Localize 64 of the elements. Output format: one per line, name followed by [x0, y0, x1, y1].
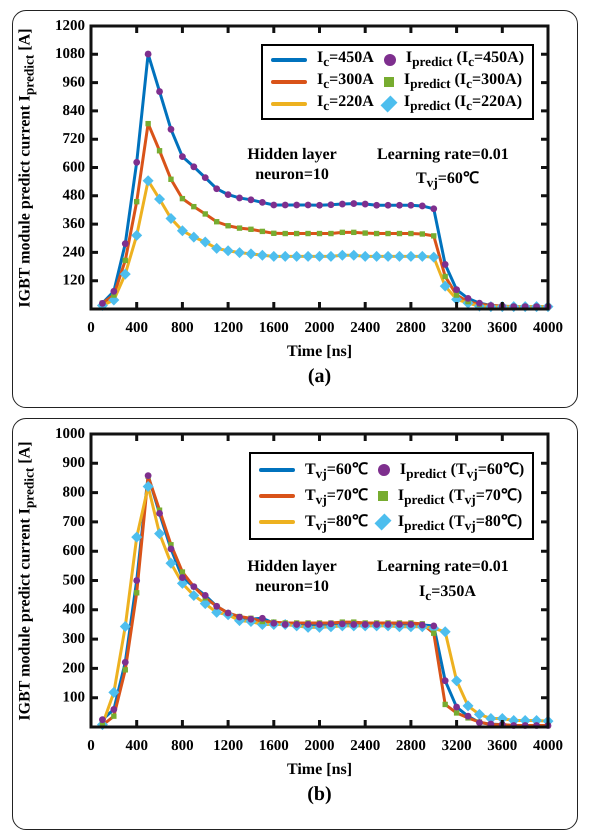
legend-label: T$_{vj}$=60℃ [305, 460, 368, 482]
legend-label: I$_{predict}$ (T$_{vj}$=70℃) [398, 486, 522, 508]
x-tick-label: 0 [87, 320, 95, 336]
x-tick-label: 1600 [258, 738, 289, 754]
legend-label: I$_{predict}$ (I$_{c}$=220A) [404, 93, 522, 115]
x-tick-label: 400 [125, 320, 148, 336]
legend-label: I$_{c}$=220A [317, 93, 374, 115]
y-tick-label: 720 [62, 131, 85, 148]
y-tick-label: 240 [62, 244, 85, 260]
x-axis-title: Time [ns] [286, 761, 352, 779]
x-axis-title: Time [ns] [286, 343, 352, 361]
y-tick-label: 300 [62, 630, 85, 647]
legend-label: T$_{vj}$=80℃ [305, 512, 368, 535]
x-tick-label: 800 [171, 738, 194, 754]
y-tick-label: 600 [62, 543, 85, 560]
legend-label: I$_{c}$=450A [317, 49, 374, 70]
text: (b) [307, 783, 332, 806]
x-tick-label: 3200 [442, 738, 472, 754]
x-tick-label: 2400 [350, 738, 380, 754]
y-tick-label: 400 [62, 602, 85, 618]
y-tick-label: 120 [62, 272, 85, 289]
x-tick-label: 3600 [487, 738, 518, 754]
y-tick-label: 1200 [55, 18, 85, 34]
x-tick-label: 4000 [533, 320, 563, 336]
y-tick-label: 700 [62, 514, 85, 530]
x-tick-label: 1200 [213, 738, 244, 754]
x-tick-label: 1600 [258, 320, 289, 336]
annotation: T$_{vj}$=60℃ [416, 168, 479, 192]
text: (a) [308, 365, 332, 388]
y-tick-label: 600 [62, 159, 85, 176]
x-tick-label: 2000 [304, 320, 334, 336]
annotation: Hidden layer neuron=10 [247, 144, 337, 185]
x-tick-label: 2400 [350, 320, 380, 336]
y-tick-label: 800 [62, 484, 85, 500]
legend-label: T$_{vj}$=70℃ [305, 486, 368, 508]
legend-label: I$_{predict}$ (T$_{vj}$=60℃) [400, 460, 524, 482]
x-tick-label: 2000 [304, 738, 334, 754]
y-tick-label: 900 [62, 455, 85, 472]
x-tick-label: 3200 [442, 320, 472, 336]
y-tick-label: 200 [62, 660, 85, 676]
legend-label: I$_{predict}$ (T$_{vj}$=80℃) [398, 512, 522, 535]
x-tick-label: 800 [171, 320, 194, 336]
y-tick-label: 480 [62, 188, 85, 204]
x-tick-label: 0 [87, 738, 95, 754]
legend-label: I$_{predict}$ (I$_{c}$=450A) [406, 49, 524, 70]
y-tick-label: 840 [62, 102, 85, 119]
legend-label: I$_{predict}$ (I$_{c}$=300A) [404, 71, 522, 92]
y-tick-label: 500 [62, 572, 85, 588]
y-tick-label: 100 [62, 690, 85, 706]
x-tick-label: 3600 [487, 320, 518, 336]
x-tick-label: 400 [125, 738, 148, 754]
annotation: Learning rate=0.01 [376, 557, 509, 578]
annotation: Hidden layer neuron=10 [247, 557, 337, 598]
y-tick-label: 360 [62, 216, 85, 232]
x-tick-label: 1200 [213, 320, 244, 336]
legend-label: I$_{c}$=300A [317, 71, 374, 92]
x-tick-label: 2800 [396, 320, 426, 336]
annotation: I$_{c}$=350A [419, 582, 476, 605]
annotation: Learning rate=0.01 [376, 144, 509, 165]
y-tick-label: 1080 [55, 46, 85, 62]
y-tick-label: 960 [62, 74, 85, 90]
y-tick-label: 1000 [55, 426, 85, 442]
x-tick-label: 4000 [533, 738, 563, 754]
x-tick-label: 2800 [396, 738, 426, 754]
